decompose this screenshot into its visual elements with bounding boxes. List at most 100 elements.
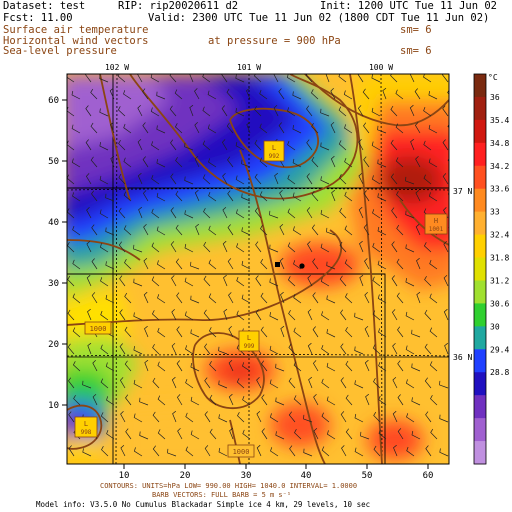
wind-barb — [339, 207, 347, 219]
temperature-field — [67, 74, 449, 464]
wind-barb — [99, 74, 109, 83]
wind-barb — [184, 311, 194, 321]
wind-barb — [429, 259, 438, 270]
wind-barb — [137, 139, 143, 151]
wind-barb — [171, 376, 177, 389]
grid-lines — [67, 74, 449, 464]
colorbar-swatch — [474, 74, 486, 98]
wind-barb — [414, 88, 421, 100]
wind-barb — [405, 176, 415, 185]
wind-barb — [119, 309, 126, 321]
wind-barb — [87, 308, 92, 321]
wind-barb — [119, 343, 126, 355]
wind-barb — [378, 361, 387, 372]
colorbar-swatch — [474, 234, 486, 259]
wind-barb — [358, 139, 364, 151]
wind-barb — [289, 445, 296, 457]
wind-barb — [142, 122, 149, 134]
wind-barb — [397, 326, 404, 338]
wind-barb — [143, 258, 149, 270]
wind-barb — [292, 192, 302, 202]
wind-barb — [411, 363, 421, 372]
wind-barb — [274, 172, 279, 185]
wind-barb — [99, 175, 109, 185]
wind-barb — [391, 275, 398, 287]
wind-barb — [223, 308, 228, 321]
wind-barb — [105, 294, 115, 304]
wind-barb — [246, 121, 251, 134]
wind-barb — [339, 174, 347, 185]
wind-barb — [406, 413, 415, 423]
wind-barb — [152, 445, 160, 457]
wind-barb — [340, 377, 347, 389]
wind-barb — [91, 258, 98, 270]
wind-barb — [378, 328, 387, 338]
wind-barb — [307, 275, 313, 287]
wind-barb — [293, 327, 302, 338]
wind-barb — [195, 223, 200, 236]
wind-barb — [344, 124, 353, 134]
wind-barb — [222, 173, 228, 185]
wind-barb — [377, 125, 387, 134]
wind-barb — [184, 142, 194, 151]
wind-barb — [91, 224, 98, 236]
wind-barb — [204, 445, 211, 457]
wind-barb — [175, 224, 183, 236]
wind-barb — [390, 105, 398, 117]
low-center-998: L 998 — [74, 416, 98, 438]
wind-barb — [156, 192, 166, 202]
wind-barb — [450, 428, 454, 439]
wind-barb — [443, 241, 449, 253]
wind-barb — [364, 326, 370, 338]
wind-barb — [176, 394, 183, 406]
wind-barb — [204, 411, 211, 423]
wind-barb — [208, 327, 217, 338]
wind-barb — [90, 122, 98, 134]
wind-barb — [287, 140, 296, 151]
wind-barb — [118, 241, 126, 253]
wind-barb — [331, 189, 336, 202]
wind-barb — [292, 91, 302, 100]
wind-barb — [87, 342, 92, 355]
wind-barb — [261, 360, 268, 372]
wind-barb — [372, 242, 381, 253]
wind-barb — [326, 329, 336, 338]
wind-barb — [428, 124, 438, 134]
wind-barb — [405, 210, 415, 219]
wind-barb — [378, 395, 387, 406]
wind-barb — [221, 74, 228, 83]
wind-barb — [373, 445, 381, 457]
y-tick-label: 40 — [48, 218, 59, 228]
wind-barb — [157, 361, 166, 372]
wind-barb — [184, 210, 194, 219]
colorbar-label: 33 — [490, 208, 500, 217]
wind-barb — [391, 207, 398, 219]
wind-barb — [377, 294, 387, 304]
wind-barb — [207, 124, 217, 134]
wind-barb — [184, 176, 194, 185]
wind-barb — [320, 142, 330, 151]
wind-barb — [194, 88, 200, 100]
wind-barb — [287, 276, 296, 287]
wind-barb — [176, 292, 183, 304]
wind-barb — [326, 362, 336, 372]
wind-barb — [392, 377, 398, 389]
wind-barb — [218, 380, 228, 389]
colorbar-swatch — [474, 142, 486, 167]
wind-barb — [176, 326, 183, 338]
wind-barb — [221, 139, 228, 151]
wind-barb — [344, 259, 353, 270]
wind-barb — [157, 294, 166, 304]
wind-barbs — [67, 74, 454, 457]
wind-barb — [377, 260, 387, 270]
wind-barb — [330, 122, 336, 134]
wind-barb — [259, 191, 268, 202]
meridian-100w — [380, 74, 383, 464]
wind-barb — [101, 446, 109, 457]
wind-barb — [227, 156, 234, 168]
wind-barb — [142, 156, 149, 168]
wind-barb — [260, 292, 268, 304]
wind-barb — [396, 224, 404, 236]
wind-barb — [124, 326, 132, 338]
wind-barb — [169, 74, 177, 83]
